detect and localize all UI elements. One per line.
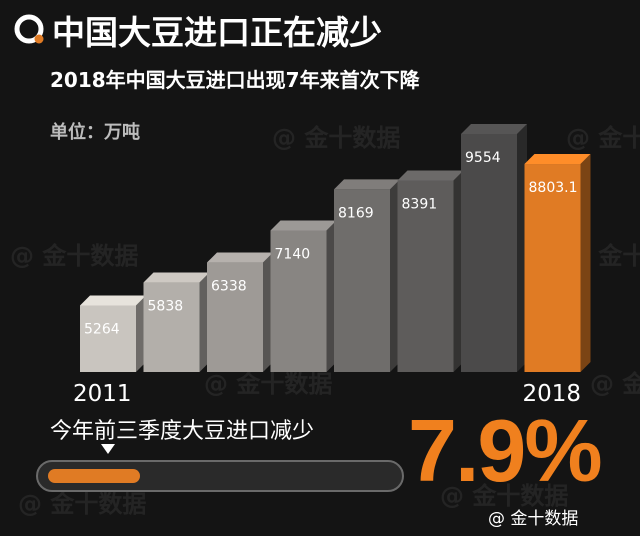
source-credit: @ 金十数据	[488, 509, 579, 529]
progress-fill	[48, 469, 140, 483]
bar-top	[143, 272, 210, 283]
bar-value-label: 9554	[465, 150, 501, 166]
bar-value-label: 6338	[211, 279, 247, 295]
bar-value-label: 5264	[84, 321, 120, 337]
watermark: @ 金十数据	[566, 124, 640, 152]
watermark: @ 金十数据	[440, 482, 569, 510]
bar-top	[270, 220, 337, 231]
unit-label: 单位：万吨	[50, 122, 140, 143]
logo-icon	[14, 14, 44, 44]
bar-value-label: 8169	[338, 205, 374, 221]
progress-label: 今年前三季度大豆进口减少	[50, 419, 315, 444]
bar	[524, 164, 581, 372]
chart-subtitle: 2018年中国大豆进口出现7年来首次下降	[50, 68, 420, 92]
bar	[207, 262, 263, 372]
bar-value-label: 5838	[148, 299, 184, 315]
bar-top	[334, 179, 400, 190]
x-tick-label: 2018	[523, 381, 582, 407]
watermark: @ 金十数据	[204, 370, 333, 398]
bar-top	[80, 295, 146, 306]
watermark: @ 金十数据	[590, 370, 640, 398]
bar	[143, 282, 200, 372]
bar	[397, 180, 454, 372]
x-tick-label: 2011	[73, 381, 132, 407]
bar	[334, 189, 390, 372]
percent-value: 7.9%	[408, 401, 603, 500]
page-title: 中国大豆进口正在减少	[52, 13, 382, 52]
bar	[461, 134, 517, 372]
bar	[80, 305, 136, 372]
bar	[270, 230, 327, 372]
progress-bar	[36, 460, 404, 492]
bar-top	[524, 154, 591, 165]
bar-top	[397, 170, 464, 181]
bar-top	[461, 124, 527, 134]
bar-top	[207, 252, 273, 263]
watermark: @ 金十数据	[272, 124, 401, 152]
progress-marker-icon	[101, 444, 115, 454]
watermark: @ 金十数据	[10, 242, 139, 270]
watermark: @ 金十数据	[18, 490, 147, 518]
bar-value-label: 8803.1	[529, 180, 578, 196]
bar-value-label: 8391	[402, 196, 438, 212]
bar-side	[580, 154, 591, 372]
bar-value-label: 7140	[275, 246, 311, 262]
